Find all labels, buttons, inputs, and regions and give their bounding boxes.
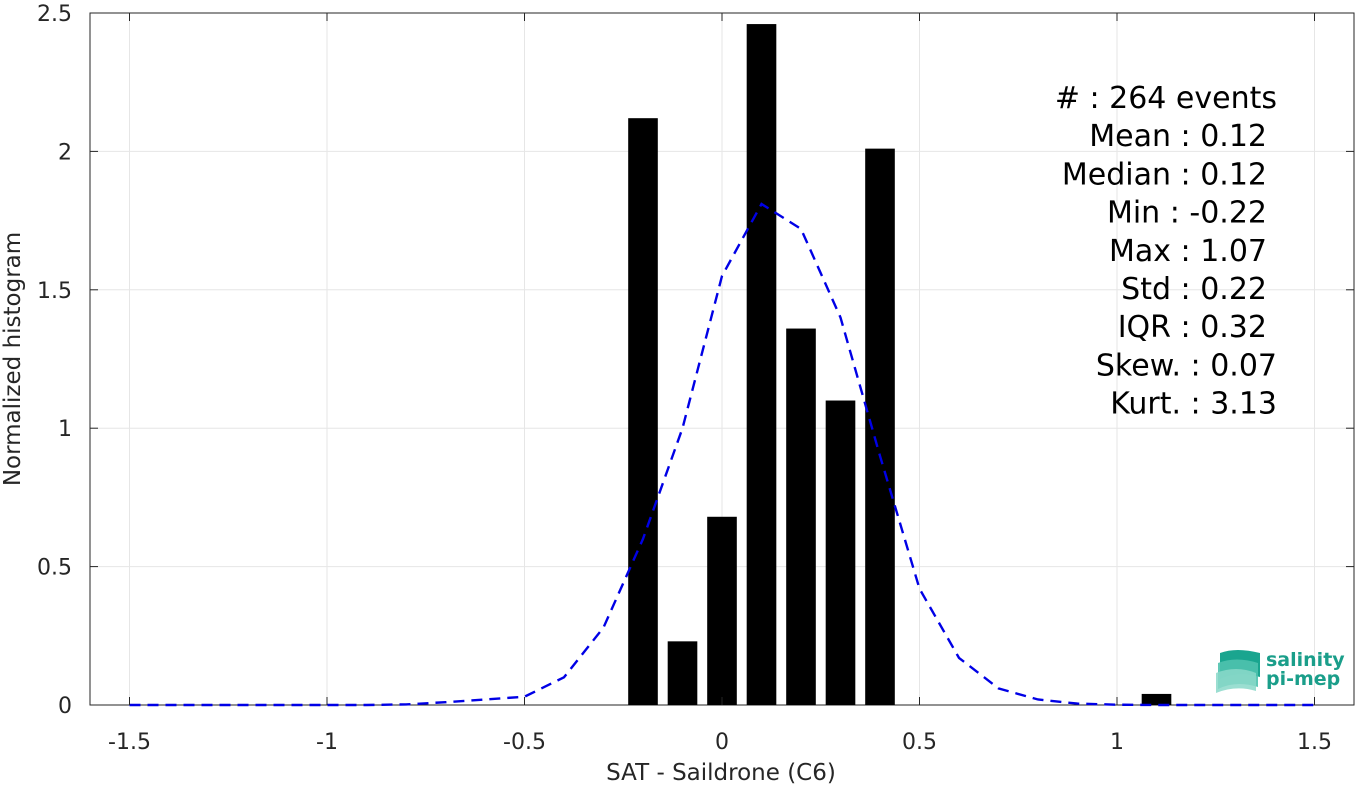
y-tick-label-1: 0.5 (37, 556, 72, 581)
y-tick-label-2: 1 (58, 417, 72, 442)
bar-6 (865, 148, 895, 705)
bar-1 (667, 641, 698, 705)
stat-line-2: Median : 0.12 (1062, 157, 1267, 192)
y-tick-label-5: 2.5 (37, 2, 72, 27)
x-tick-label-2: -0.5 (503, 730, 546, 755)
wave-bars-icon (1216, 650, 1260, 693)
x-axis-title: SAT - Saildrone (C6) (606, 760, 836, 785)
y-tick-label-0: 0 (58, 694, 72, 719)
x-tick-label-6: 1.5 (1297, 730, 1332, 755)
stat-line-5: Std : 0.22 (1121, 272, 1267, 307)
logo-text-pi-mep: pi-mep (1266, 668, 1340, 690)
bar-7 (1141, 693, 1172, 705)
y-tick-label-3: 1.5 (37, 279, 72, 304)
bars (628, 24, 1172, 705)
normal-fit-line (129, 202, 1315, 707)
salinity-pi-mep-logo: salinity pi-mep (1216, 649, 1345, 693)
stat-line-8: Kurt. : 3.13 (1110, 387, 1277, 422)
x-tick-label-1: -1 (316, 730, 338, 755)
y-axis-title: Normalized histogram (0, 232, 26, 486)
x-tick-label-5: 1 (1110, 730, 1124, 755)
y-tick-label-4: 2 (58, 140, 72, 165)
stat-line-1: Mean : 0.12 (1089, 119, 1267, 154)
x-tick-label-0: -1.5 (108, 730, 151, 755)
bar-5 (825, 400, 856, 705)
fit-line-path (129, 202, 1315, 707)
axis-ticks: -1.5 -1 -0.5 0 0.5 1 1.5 0 0.5 1 1.5 2 2.5 (37, 2, 1354, 755)
stat-line-6: IQR : 0.32 (1118, 310, 1267, 345)
bar-3 (746, 24, 777, 705)
stat-line-0: # : 264 events (1055, 81, 1277, 116)
x-tick-label-3: 0 (715, 730, 729, 755)
bar-0 (628, 118, 658, 705)
logo-text-salinity: salinity (1266, 649, 1345, 671)
bar-4 (786, 328, 816, 705)
stat-line-4: Max : 1.07 (1109, 234, 1267, 269)
x-tick-label-4: 0.5 (902, 730, 937, 755)
bar-2 (707, 516, 737, 705)
stat-line-3: Min : -0.22 (1107, 196, 1267, 231)
stat-line-7: Skew. : 0.07 (1096, 348, 1277, 383)
